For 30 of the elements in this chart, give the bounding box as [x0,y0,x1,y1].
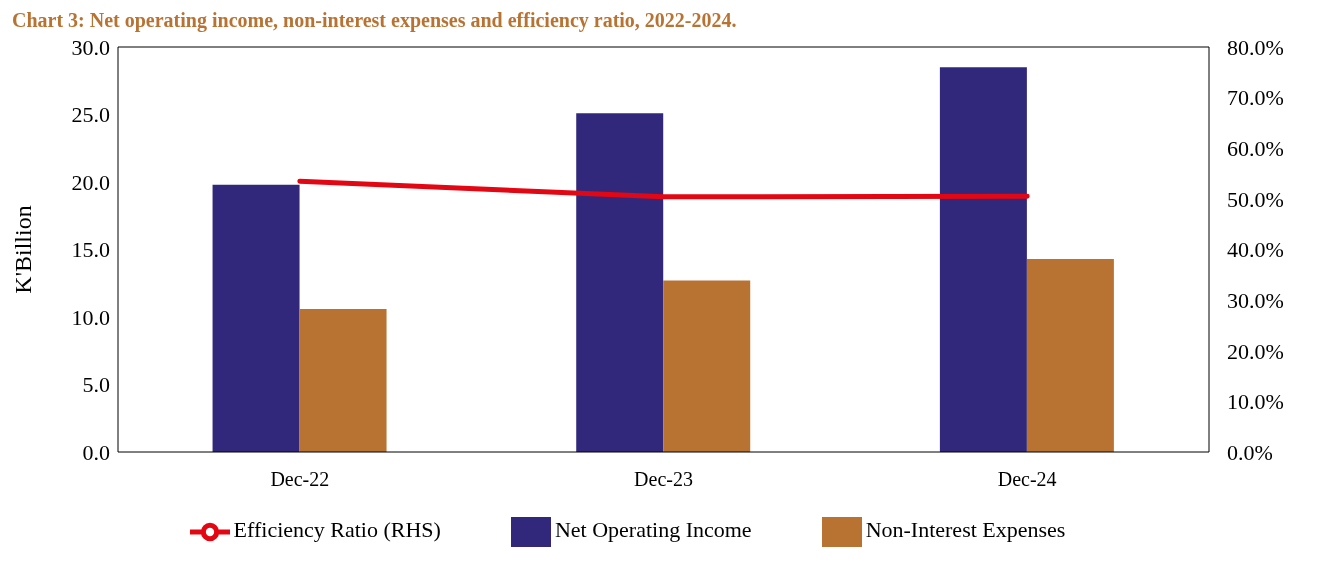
legend-label: Efficiency Ratio (RHS) [233,517,441,543]
y2-tick-label: 80.0% [1227,34,1284,60]
chart-title: Chart 3: Net operating income, non-interest expenses and efficiency ratio, 2022-2024. [11,8,738,32]
y2-tick-label: 60.0% [1227,136,1284,162]
y2-tick-label: 0.0% [1227,439,1273,465]
legend-label: Non-Interest Expenses [865,517,1066,543]
y2-tick-label: 30.0% [1227,287,1284,313]
y-tick-label: 15.0 [71,237,110,263]
bar [1026,258,1114,452]
bar [939,67,1027,452]
y-axis-title: K'Billion [9,205,36,294]
bar [212,184,300,452]
y-tick-label: 0.0 [82,439,110,465]
y2-tick-label: 20.0% [1227,338,1284,364]
bar [299,308,387,452]
y-tick-label: 20.0 [71,169,110,195]
bar [576,113,664,452]
x-tick-label: Dec-24 [997,468,1057,491]
y2-tick-label: 10.0% [1227,389,1284,415]
y2-tick-label: 70.0% [1227,85,1284,111]
x-tick-label: Dec-23 [634,468,693,491]
y-tick-label: 30.0 [71,34,110,60]
y2-tick-label: 40.0% [1227,237,1284,263]
x-tick-label: Dec-22 [270,468,330,491]
legend-label: Net Operating Income [554,517,752,543]
y-tick-label: 25.0 [71,102,110,128]
y2-tick-label: 50.0% [1227,186,1284,212]
y-tick-label: 5.0 [82,372,110,398]
bar [663,280,751,452]
y-tick-label: 10.0 [71,304,110,330]
